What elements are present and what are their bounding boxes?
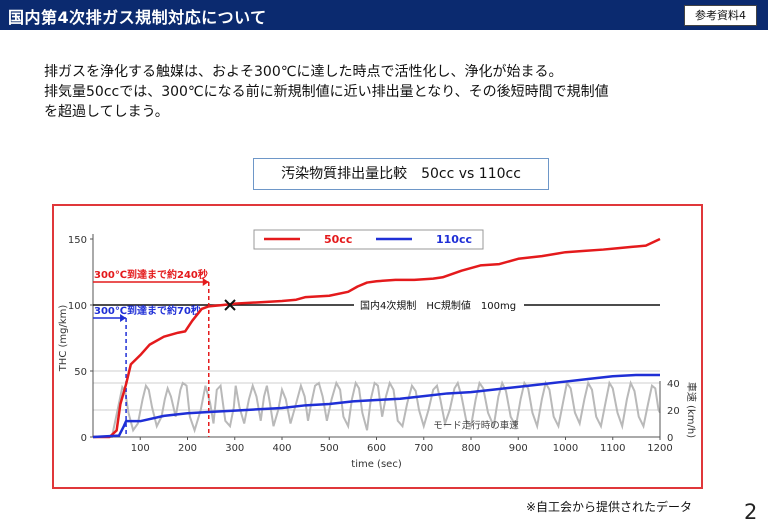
- series-line-110cc: [92, 373, 660, 439]
- legend-label: 110cc: [436, 233, 472, 246]
- y-tick-label: 50: [74, 367, 87, 378]
- y2-axis-label: 車速 (km/h): [685, 382, 698, 438]
- x-tick-label: 900: [509, 443, 528, 454]
- x-tick-label: 400: [272, 443, 291, 454]
- limit-label-bg: [354, 297, 524, 313]
- marker-label: 300℃到達まで約240秒: [94, 268, 208, 281]
- y2-tick-label: 20: [667, 406, 680, 417]
- y2-tick-label: 0: [667, 433, 673, 444]
- source-note: ※自工会から提供されたデータ: [526, 500, 693, 514]
- chart-title: 汚染物質排出量比較 50cc vs 110cc: [281, 166, 521, 182]
- intro-line-2: 排気量50ccでは、300℃になる前に新規制値に近い排出量となり、その後短時間で…: [44, 84, 609, 100]
- x-tick-label: 100: [131, 443, 150, 454]
- intro-text: 排ガスを浄化する触媒は、およそ300℃に達した時点で活性化し、浄化が始まる。 排…: [44, 62, 734, 122]
- regulation-limit-label: 国内4次規制 HC規制値 100mg: [360, 299, 516, 312]
- x-tick-label: 200: [178, 443, 197, 454]
- reference-badge: 参考資料4: [684, 5, 757, 26]
- speed-label: モード走行時の車速: [433, 420, 519, 432]
- x-tick-label: 1100: [600, 443, 625, 454]
- x-tick-label: 1000: [553, 443, 578, 454]
- marker-label: 300℃到達まで約70秒: [94, 304, 201, 317]
- cross-marker: [224, 299, 236, 311]
- y2-tick-label: 40: [667, 379, 680, 390]
- x-tick-label: 700: [414, 443, 433, 454]
- series-line-50cc: [93, 237, 661, 439]
- emission-chart: 0 50 100 150 0 20 40 100 200 300 400 500 600 700 800 90…: [58, 229, 698, 470]
- intro-line-3: を超過してしまう。: [44, 104, 169, 120]
- marker-arrowhead: [120, 314, 127, 322]
- intro-line-1: 排ガスを浄化する触媒は、およそ300℃に達した時点で活性化し、浄化が始まる。: [44, 64, 563, 80]
- x-tick-label: 800: [461, 443, 480, 454]
- y-tick-label: 0: [81, 433, 87, 444]
- marker-arrowhead: [202, 278, 209, 286]
- page-number: 2: [744, 500, 758, 524]
- legend-box: [253, 229, 484, 250]
- x-tick-label: 300: [225, 443, 244, 454]
- x-tick-label: 500: [320, 443, 339, 454]
- y-tick-label: 150: [68, 235, 87, 246]
- y-axis-label: THC (mg/km): [58, 305, 69, 373]
- speed-series-line: [93, 379, 661, 438]
- x-tick-label: 600: [367, 443, 386, 454]
- chart-frame: 0 50 100 150 0 20 40 100 200 300 400 500 600 700 800 90…: [52, 204, 703, 489]
- y-tick-label: 100: [68, 301, 87, 312]
- x-axis-label: time (sec): [351, 459, 402, 470]
- page-title: 国内第4次排ガス規制対応について: [8, 8, 267, 27]
- header-bar: 国内第4次排ガス規制対応について 参考資料4: [0, 0, 768, 30]
- legend-label: 50cc: [324, 233, 352, 246]
- x-tick-label: 1200: [647, 443, 672, 454]
- chart-title-box: 汚染物質排出量比較 50cc vs 110cc: [253, 158, 549, 190]
